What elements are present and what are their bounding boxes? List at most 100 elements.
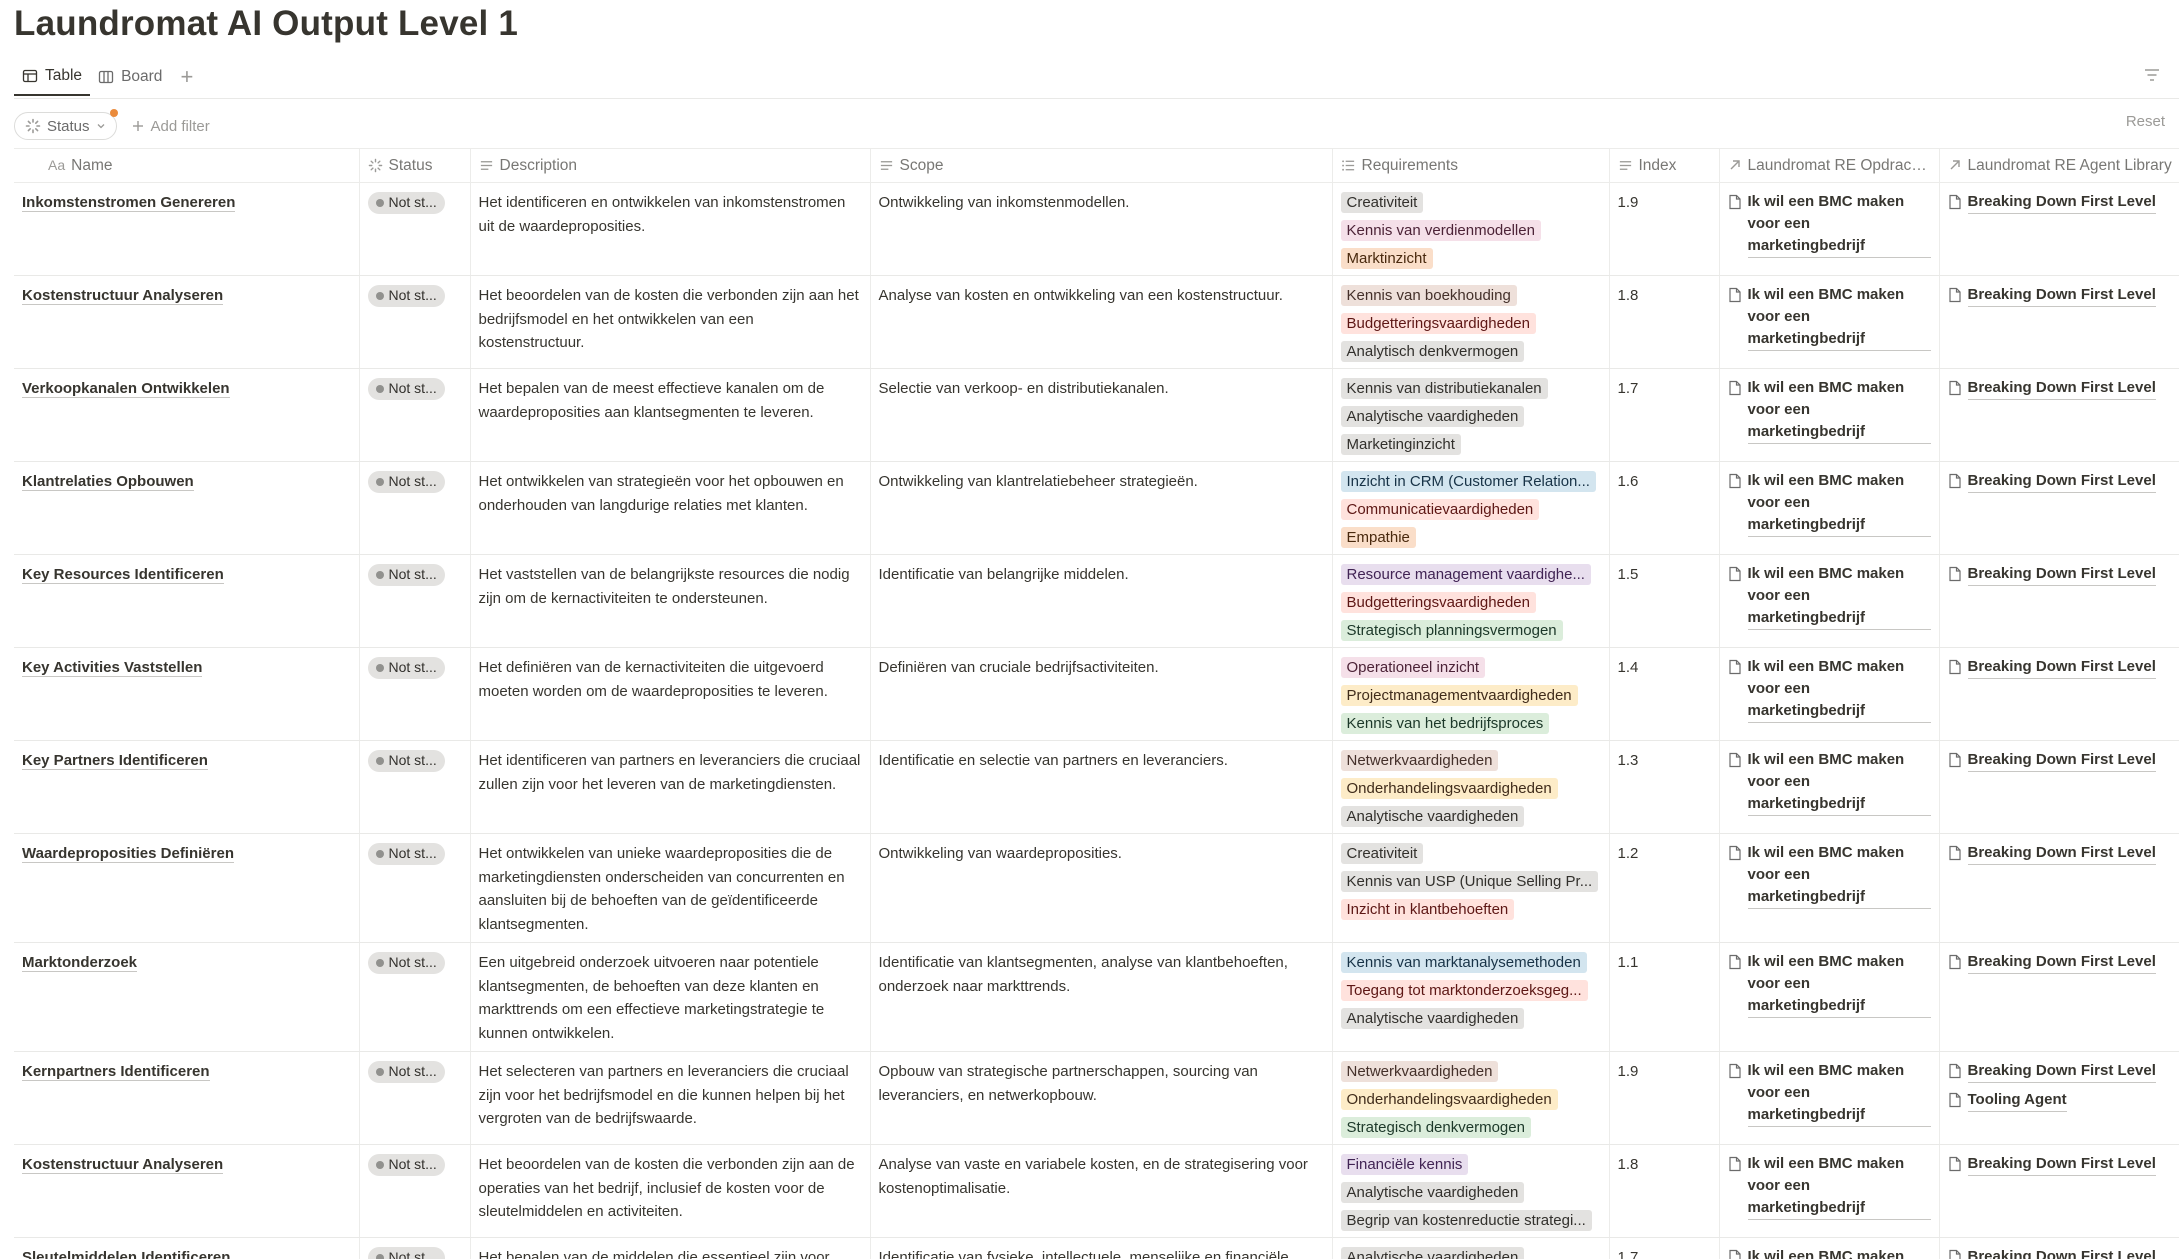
cell-scope[interactable]: Identificatie van belangrijke middelen. <box>869 554 1332 648</box>
cell-scope[interactable]: Analyse van vaste en variabele kosten, e… <box>869 1144 1332 1238</box>
cell-library[interactable]: Breaking Down First Level <box>1938 1237 2179 1259</box>
cell-description[interactable]: Het ontwikkelen van strategieën voor het… <box>469 461 870 555</box>
tab-table[interactable]: Table <box>14 58 91 96</box>
cell-scope[interactable]: Identificatie van fysieke, intellectuele… <box>869 1237 1332 1259</box>
cell-library[interactable]: Breaking Down First Level <box>1938 182 2179 276</box>
cell-scope[interactable]: Selectie van verkoop- en distributiekana… <box>869 368 1332 462</box>
table-row[interactable]: Kostenstructuur Analyseren Not st... Het b… <box>14 1144 2179 1238</box>
cell-status[interactable]: Not st... <box>358 368 470 462</box>
cell-requirements[interactable]: Resource management vaardighe... Budgette… <box>1331 554 1609 648</box>
cell-index[interactable]: 1.7 <box>1608 1237 1719 1259</box>
library-relation-link[interactable]: Breaking Down First Level <box>1948 191 2179 214</box>
table-row[interactable]: Marktonderzoek Not st... Een uitgebreid on… <box>14 942 2179 1052</box>
cell-requirements[interactable]: Kennis van marktanalysemethoden Toegang t… <box>1331 942 1609 1052</box>
opdracht-relation-link[interactable]: Ik wil een BMC maken voor een marketingb… <box>1728 377 1931 444</box>
cell-library[interactable]: Breaking Down First Level <box>1938 275 2179 369</box>
library-relation-link[interactable]: Breaking Down First Level <box>1948 377 2179 400</box>
opdracht-relation-link[interactable]: Ik wil een BMC maken voor een marketingb… <box>1728 1060 1931 1127</box>
cell-status[interactable]: Not st... <box>358 942 470 1052</box>
cell-opdracht[interactable]: Ik wil een BMC maken voor een marketingb… <box>1718 833 1939 943</box>
status-badge[interactable]: Not st... <box>367 750 445 772</box>
cell-opdracht[interactable]: Ik wil een BMC maken voor een marketingb… <box>1718 1144 1939 1238</box>
table-row[interactable]: Verkoopkanalen Ontwikkelen Not st... Het b… <box>14 368 2179 462</box>
table-row[interactable]: Sleutelmiddelen Identificeren Not st... He… <box>14 1237 2179 1259</box>
cell-status[interactable]: Not st... <box>358 182 470 276</box>
reset-button[interactable]: Reset <box>2125 113 2165 130</box>
cell-opdracht[interactable]: Ik wil een BMC maken voor een marketingb… <box>1718 182 1939 276</box>
cell-status[interactable]: Not st... <box>358 554 470 648</box>
opdracht-relation-link[interactable]: Ik wil een BMC maken voor een marketingb… <box>1728 656 1931 723</box>
cell-index[interactable]: 1.8 <box>1608 1144 1719 1238</box>
requirement-tag[interactable]: Analytische vaardigheden <box>1340 1182 1525 1203</box>
requirement-tag[interactable]: Analytisch denkvermogen <box>1340 341 1525 362</box>
status-badge[interactable]: Not st... <box>367 471 445 493</box>
cell-name[interactable]: Sleutelmiddelen Identificeren <box>14 1237 359 1259</box>
table-row[interactable]: Key Activities Vaststellen Not st... Het d… <box>14 647 2179 741</box>
opdracht-relation-link[interactable]: Ik wil een BMC maken voor een marketingb… <box>1728 470 1931 537</box>
status-badge[interactable]: Not st... <box>367 285 445 307</box>
cell-description[interactable]: Het beoordelen van de kosten die verbond… <box>469 1144 870 1238</box>
cell-index[interactable]: 1.6 <box>1608 461 1719 555</box>
cell-status[interactable]: Not st... <box>358 740 470 834</box>
requirement-tag[interactable]: Marketinginzicht <box>1340 434 1461 455</box>
cell-name[interactable]: Kostenstructuur Analyseren <box>14 1144 359 1238</box>
column-header-requirements[interactable]: Requirements <box>1331 148 1609 183</box>
cell-description[interactable]: Het bepalen van de meest effectieve kana… <box>469 368 870 462</box>
column-header-scope[interactable]: Scope <box>869 148 1332 183</box>
cell-scope[interactable]: Identificatie en selectie van partners e… <box>869 740 1332 834</box>
cell-index[interactable]: 1.8 <box>1608 275 1719 369</box>
cell-name[interactable]: Key Resources Identificeren <box>14 554 359 648</box>
cell-name[interactable]: Klantrelaties Opbouwen <box>14 461 359 555</box>
opdracht-relation-link[interactable]: Ik wil een BMC maken voor een marketingb… <box>1728 563 1931 630</box>
library-relation-link[interactable]: Breaking Down First Level <box>1948 1246 2179 1259</box>
opdracht-relation-link[interactable]: Ik wil een BMC maken voor een marketingb… <box>1728 191 1931 258</box>
cell-scope[interactable]: Analyse van kosten en ontwikkeling van e… <box>869 275 1332 369</box>
column-header-status[interactable]: Status <box>358 148 470 183</box>
cell-index[interactable]: 1.9 <box>1608 1051 1719 1145</box>
requirement-tag[interactable]: Financiële kennis <box>1340 1154 1469 1175</box>
cell-opdracht[interactable]: Ik wil een BMC maken voor een marketingb… <box>1718 1051 1939 1145</box>
cell-description[interactable]: Het definiëren van de kernactiviteiten d… <box>469 647 870 741</box>
column-header-name[interactable]: Aa Name <box>14 148 359 183</box>
requirement-tag[interactable]: Toegang tot marktonderzoeksgeg... <box>1340 980 1588 1001</box>
cell-library[interactable]: Breaking Down First Level <box>1938 740 2179 834</box>
opdracht-relation-link[interactable]: Ik wil een BMC maken voor een marketingb… <box>1728 842 1931 909</box>
cell-status[interactable]: Not st... <box>358 1144 470 1238</box>
cell-index[interactable]: 1.1 <box>1608 942 1719 1052</box>
opdracht-relation-link[interactable]: Ik wil een BMC maken voor een marketingb… <box>1728 951 1931 1018</box>
cell-scope[interactable]: Opbouw van strategische partnerschappen,… <box>869 1051 1332 1145</box>
cell-requirements[interactable]: Financiële kennis Analytische vaardighede… <box>1331 1144 1609 1238</box>
cell-library[interactable]: Breaking Down First Level <box>1938 554 2179 648</box>
requirement-tag[interactable]: Inzicht in klantbehoeften <box>1340 899 1515 920</box>
requirement-tag[interactable]: Analytische vaardigheden <box>1340 1247 1525 1259</box>
column-header-opdracht[interactable]: Laundromat RE Opdrach... <box>1718 148 1939 183</box>
cell-index[interactable]: 1.4 <box>1608 647 1719 741</box>
cell-description[interactable]: Het vaststellen van de belangrijkste res… <box>469 554 870 648</box>
requirement-tag[interactable]: Marktinzicht <box>1340 248 1433 269</box>
requirement-tag[interactable]: Analytische vaardigheden <box>1340 1008 1525 1029</box>
requirement-tag[interactable]: Kennis van verdienmodellen <box>1340 220 1541 241</box>
cell-name[interactable]: Verkoopkanalen Ontwikkelen <box>14 368 359 462</box>
library-relation-link[interactable]: Breaking Down First Level <box>1948 951 2179 974</box>
column-header-index[interactable]: Index <box>1608 148 1719 183</box>
opdracht-relation-link[interactable]: Ik wil een BMC maken voor een marketingb… <box>1728 1246 1931 1259</box>
table-row[interactable]: Key Resources Identificeren Not st... Het … <box>14 554 2179 648</box>
cell-description[interactable]: Het identificeren van partners en levera… <box>469 740 870 834</box>
cell-requirements[interactable]: Inzicht in CRM (Customer Relation... Comm… <box>1331 461 1609 555</box>
status-badge[interactable]: Not st... <box>367 378 445 400</box>
cell-library[interactable]: Breaking Down First Level <box>1938 368 2179 462</box>
status-badge[interactable]: Not st... <box>367 1061 445 1083</box>
status-badge[interactable]: Not st... <box>367 1247 445 1259</box>
cell-opdracht[interactable]: Ik wil een BMC maken voor een marketingb… <box>1718 1237 1939 1259</box>
column-header-description[interactable]: Description <box>469 148 870 183</box>
cell-name[interactable]: Kostenstructuur Analyseren <box>14 275 359 369</box>
requirement-tag[interactable]: Projectmanagementvaardigheden <box>1340 685 1578 706</box>
cell-status[interactable]: Not st... <box>358 647 470 741</box>
add-filter-button[interactable]: Add filter <box>131 118 210 135</box>
cell-requirements[interactable]: Creativiteit Kennis van USP (Unique Selli… <box>1331 833 1609 943</box>
cell-opdracht[interactable]: Ik wil een BMC maken voor een marketingb… <box>1718 647 1939 741</box>
status-badge[interactable]: Not st... <box>367 843 445 865</box>
cell-requirements[interactable]: Netwerkvaardigheden Onderhandelingsvaardi… <box>1331 740 1609 834</box>
column-header-library[interactable]: Laundromat RE Agent Library <box>1938 148 2179 183</box>
filter-icon[interactable] <box>2143 66 2161 84</box>
